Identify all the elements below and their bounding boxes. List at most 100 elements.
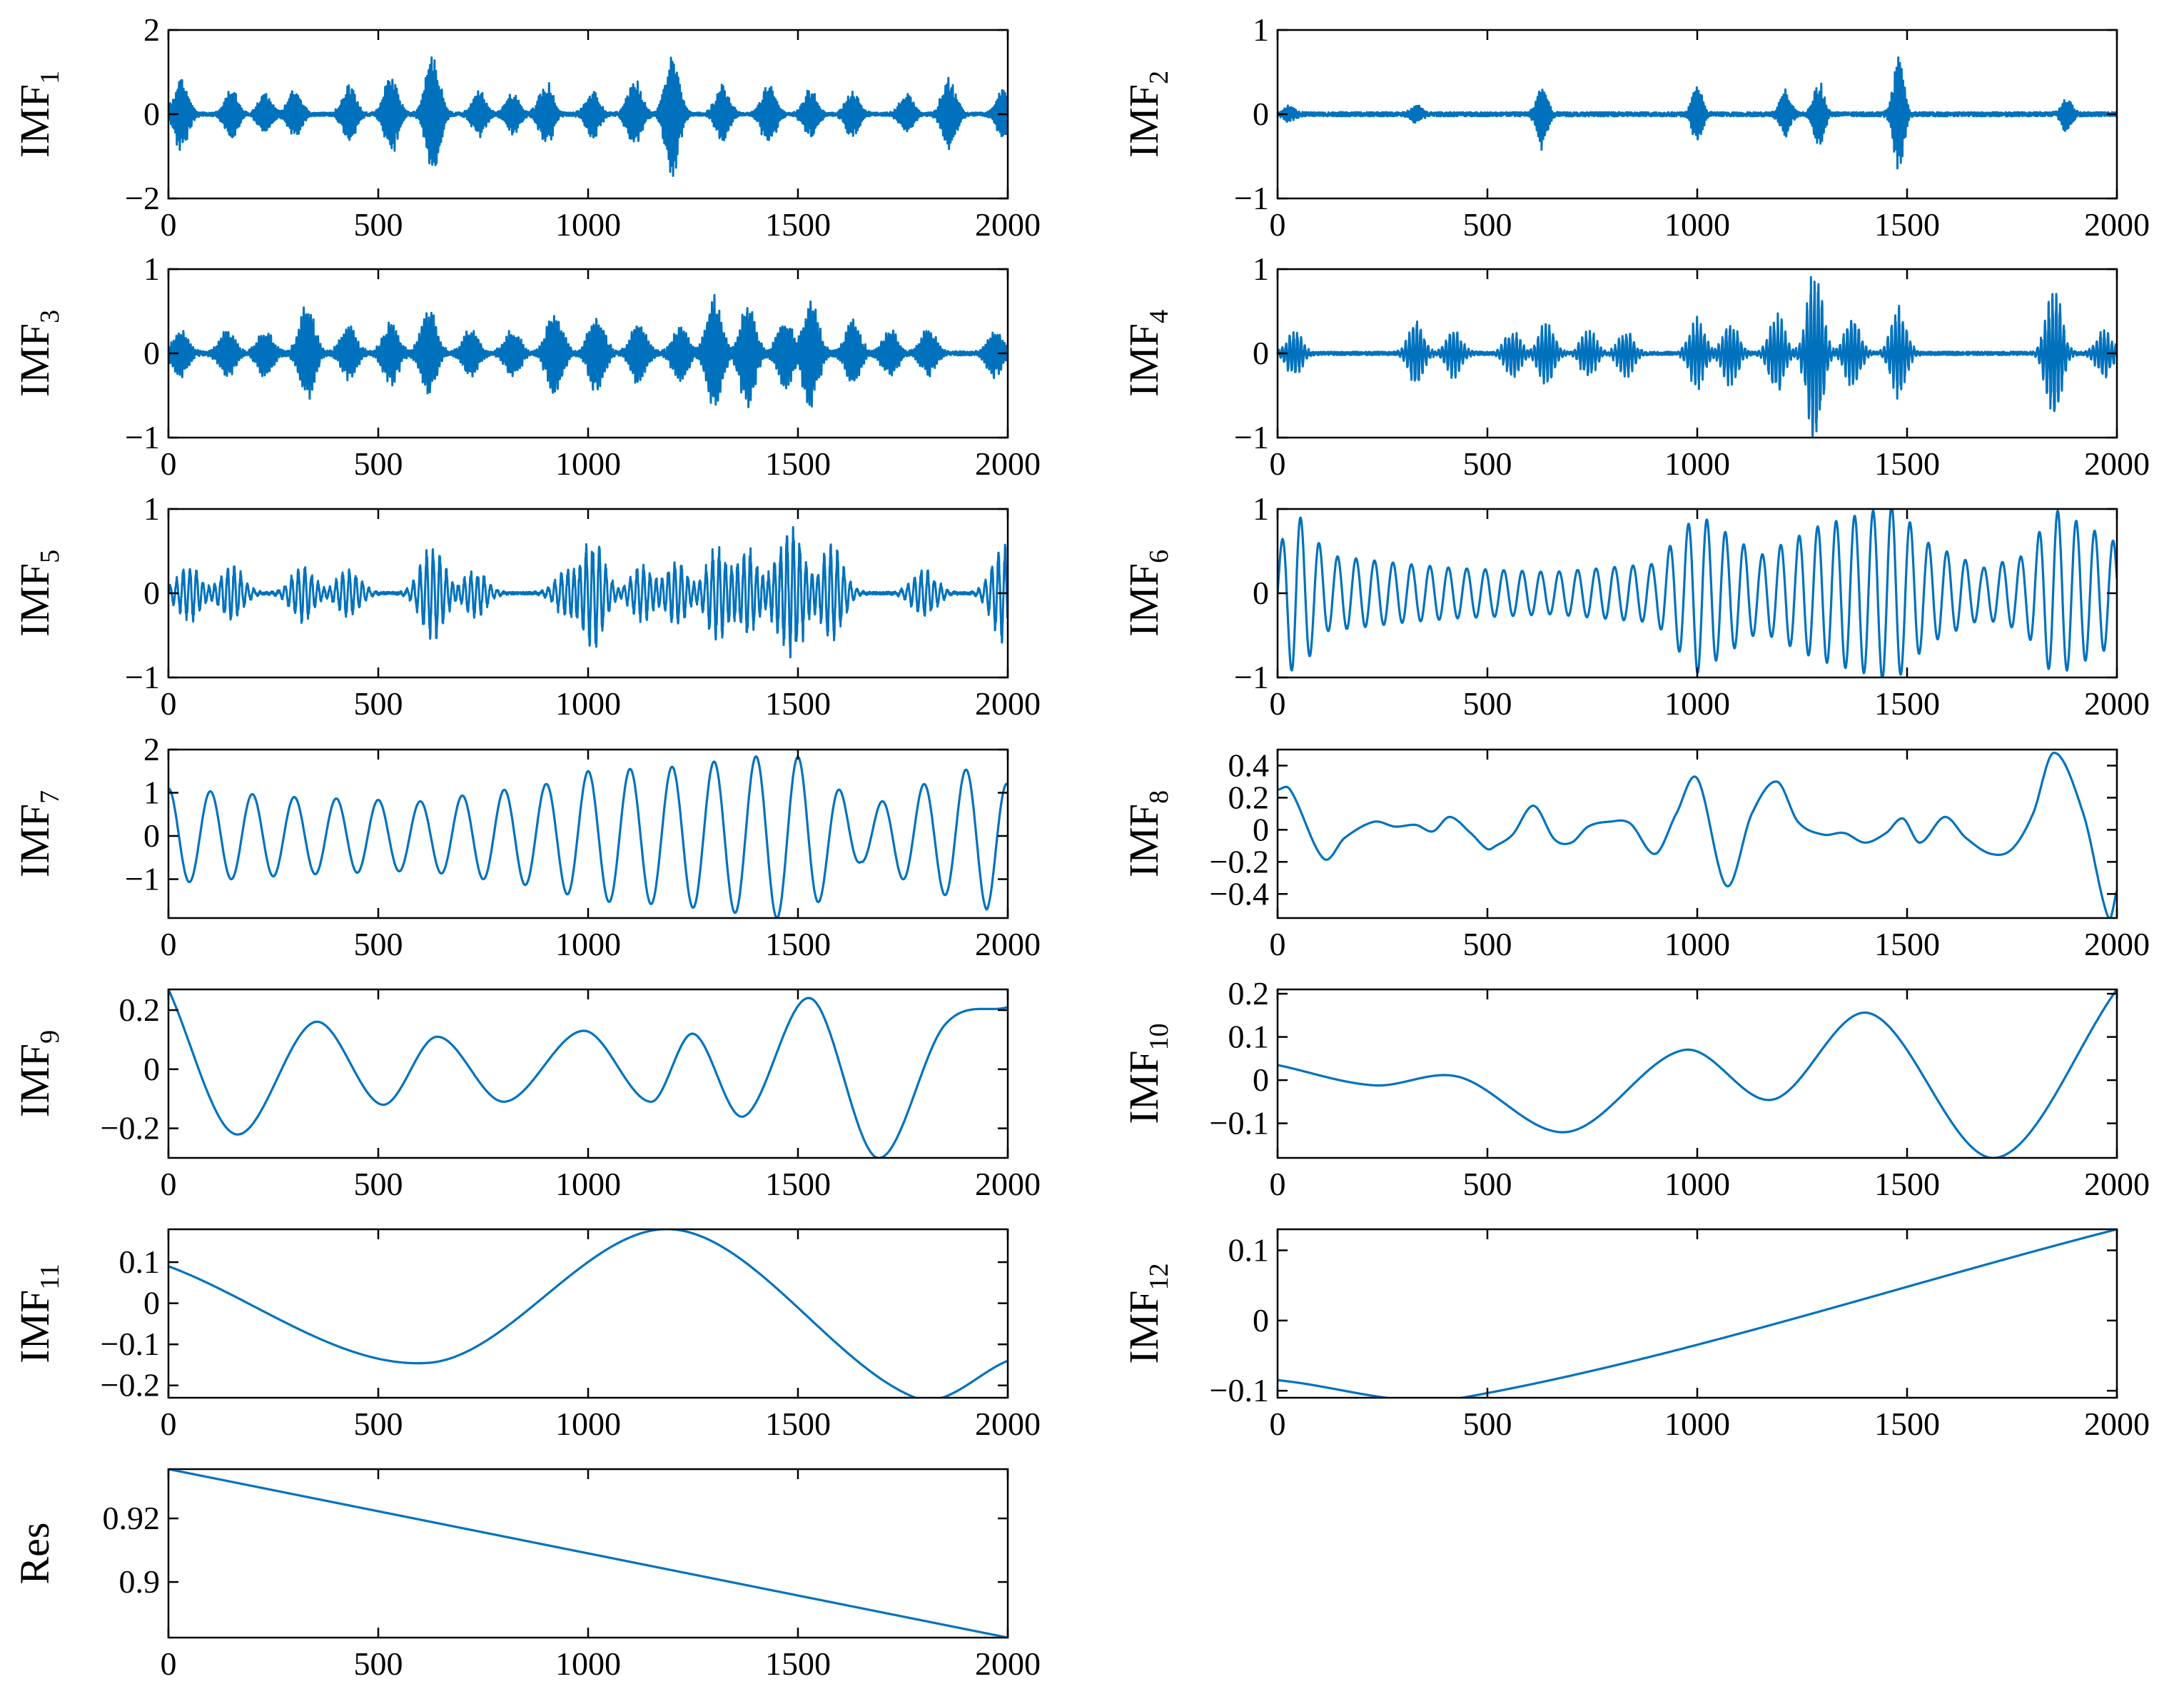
- y-axis-label: IMF2: [1121, 71, 1174, 158]
- x-tick-label: 2000: [2084, 445, 2150, 482]
- x-tick-label: 1000: [555, 1166, 621, 1202]
- y-tick-label: 1: [1253, 251, 1269, 287]
- x-tick-label: 2000: [975, 445, 1041, 482]
- y-axis-label-text: IMF: [1121, 323, 1167, 397]
- y-axis-label-subscript: 12: [1144, 1263, 1174, 1290]
- y-tick-label: −0.2: [101, 1110, 160, 1146]
- y-axis-label-subscript: 3: [35, 310, 65, 323]
- x-tick-label: 500: [354, 445, 403, 482]
- y-tick-label: −0.1: [1210, 1372, 1269, 1408]
- y-tick-label: 0.1: [1228, 1019, 1270, 1055]
- y-axis-label: IMF9: [11, 1030, 65, 1117]
- y-tick-label: −0.1: [1210, 1105, 1269, 1141]
- axes-frame: [167, 1228, 1009, 1399]
- y-tick-label: −1: [1234, 659, 1269, 695]
- series-line-imf3: [168, 293, 1008, 408]
- y-axis-label-text: IMF: [11, 804, 58, 877]
- y-tick-label: −1: [1234, 180, 1269, 216]
- x-tick-label: 1000: [555, 445, 621, 482]
- x-tick-label: 1500: [765, 1645, 831, 1682]
- y-tick-label: 2: [143, 731, 160, 767]
- y-axis-label-subscript: 11: [35, 1264, 65, 1290]
- y-tick-label: 0.1: [1228, 1232, 1270, 1269]
- axes-frame: [167, 748, 1009, 919]
- subplot-imf11: 0 500 1000 1500 2000 −0.2 −0.1 0 0.1 IMF11: [11, 1228, 1041, 1442]
- x-tick-label: 2000: [2084, 206, 2150, 243]
- axes-frame: [167, 988, 1009, 1159]
- y-axis-label: IMF4: [1121, 310, 1174, 397]
- series-line-imf11: [168, 1229, 1008, 1398]
- x-tick-label: 2000: [2084, 1166, 2150, 1202]
- y-axis-label: Res: [11, 1523, 58, 1585]
- series-line-res: [168, 1469, 1008, 1638]
- y-axis-label-subscript: 7: [35, 790, 65, 804]
- series-line-imf12: [1278, 1229, 2117, 1398]
- y-axis-label: IMF12: [1121, 1263, 1174, 1363]
- x-tick-label: 1500: [765, 1166, 831, 1202]
- x-tick-label: 2000: [975, 1166, 1041, 1202]
- y-axis-label-subscript: 5: [35, 550, 65, 563]
- y-tick-label: 1: [143, 251, 160, 287]
- x-tick-label: 500: [354, 1406, 403, 1442]
- series-line-imf9: [168, 989, 1008, 1158]
- x-tick-label: 2000: [975, 1645, 1041, 1682]
- x-tick-label: 2000: [2084, 1406, 2150, 1442]
- x-tick-label: 2000: [975, 926, 1041, 962]
- y-tick-label: 0: [1253, 1302, 1269, 1339]
- y-axis-label-text: IMF: [11, 1044, 58, 1117]
- y-axis-label-text: IMF: [1121, 1050, 1167, 1124]
- series-line-imf10: [1278, 989, 2117, 1158]
- x-tick-label: 1000: [1664, 1406, 1730, 1442]
- y-tick-label: 0: [1253, 335, 1269, 371]
- y-tick-label: −0.2: [1210, 843, 1269, 879]
- y-tick-label: 1: [1253, 11, 1269, 48]
- x-tick-label: 1000: [1664, 1166, 1730, 1202]
- y-axis-label-subscript: 2: [1144, 71, 1174, 84]
- x-tick-label: 0: [161, 1166, 177, 1202]
- y-tick-label: −1: [125, 861, 160, 897]
- x-tick-label: 2000: [975, 206, 1041, 243]
- series-line-imf1: [168, 56, 1008, 177]
- x-tick-label: 500: [1463, 685, 1512, 722]
- x-tick-label: 2000: [2084, 926, 2150, 962]
- x-tick-label: 500: [354, 206, 403, 243]
- y-tick-label: −1: [125, 419, 160, 455]
- x-tick-label: 500: [1463, 926, 1512, 962]
- x-tick-label: 1000: [1664, 926, 1730, 962]
- y-axis-label-text: IMF: [11, 563, 58, 637]
- y-axis-label-text: IMF: [1121, 1290, 1167, 1363]
- series-line-imf4: [1278, 276, 2117, 438]
- y-axis-label-subscript: 9: [35, 1030, 65, 1044]
- x-tick-label: 500: [1463, 1406, 1512, 1442]
- x-tick-label: 500: [1463, 206, 1512, 243]
- y-tick-label: −2: [125, 180, 160, 216]
- x-tick-label: 1500: [765, 1406, 831, 1442]
- y-axis-label-subscript: 6: [1144, 550, 1174, 563]
- x-tick-label: 2000: [975, 685, 1041, 722]
- x-tick-label: 1500: [765, 206, 831, 243]
- y-tick-label: 0: [143, 335, 160, 371]
- axes-frame: [1276, 988, 2118, 1159]
- series-line-imf7: [168, 755, 1008, 918]
- axes-frame: [1276, 508, 2118, 679]
- y-tick-label: −1: [1234, 419, 1269, 455]
- x-tick-label: 0: [1270, 1406, 1286, 1442]
- y-tick-label: 0: [1253, 1062, 1269, 1098]
- y-tick-label: −0.1: [101, 1326, 160, 1362]
- x-tick-label: 0: [161, 1645, 177, 1682]
- y-axis-label: IMF8: [1121, 790, 1174, 877]
- x-tick-label: 1500: [765, 685, 831, 722]
- y-tick-label: 0.2: [1228, 975, 1270, 1012]
- y-tick-label: 0: [143, 96, 160, 132]
- y-tick-label: 1: [143, 775, 160, 811]
- y-axis-label-subscript: 4: [1144, 310, 1174, 323]
- y-tick-label: 0.9: [119, 1563, 161, 1600]
- y-tick-label: −0.2: [101, 1367, 160, 1403]
- x-tick-label: 1500: [765, 445, 831, 482]
